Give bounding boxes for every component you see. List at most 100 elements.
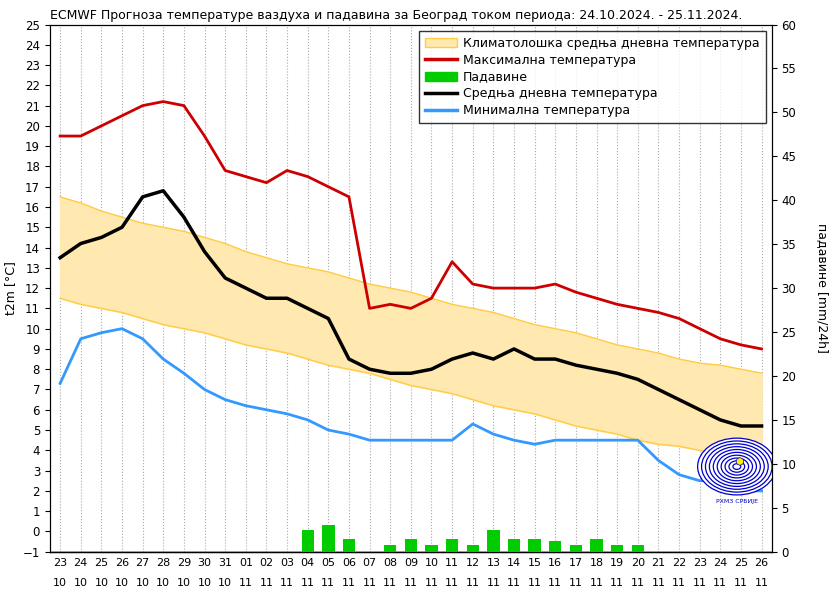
Text: 11: 11 — [424, 578, 438, 588]
Text: 11: 11 — [321, 578, 335, 588]
Text: 26: 26 — [115, 558, 129, 568]
Y-axis label: t2m [°C]: t2m [°C] — [4, 261, 17, 315]
Text: 11: 11 — [260, 578, 273, 588]
Text: 11: 11 — [713, 578, 727, 588]
Text: 11: 11 — [672, 578, 686, 588]
Text: 11: 11 — [631, 578, 645, 588]
Legend: Климатолошка средња дневна температура, Максимална температура, Падавине, Средња: Климатолошка средња дневна температура, … — [419, 31, 765, 123]
Text: 11: 11 — [363, 578, 377, 588]
Bar — [549, 541, 561, 552]
Ellipse shape — [729, 461, 745, 472]
Text: 10: 10 — [115, 578, 129, 588]
Text: 10: 10 — [198, 578, 212, 588]
Text: 11: 11 — [280, 578, 294, 588]
Bar — [590, 539, 603, 552]
Text: 11: 11 — [404, 578, 417, 588]
Text: 23: 23 — [692, 558, 707, 568]
Text: 09: 09 — [403, 558, 418, 568]
Bar — [384, 545, 397, 552]
Text: 10: 10 — [177, 578, 191, 588]
Y-axis label: падавине [mm/24h]: падавине [mm/24h] — [816, 223, 829, 353]
Text: 11: 11 — [652, 578, 666, 588]
Text: 11: 11 — [754, 578, 769, 588]
Text: 27: 27 — [135, 558, 149, 568]
Text: 10: 10 — [424, 558, 438, 568]
Text: 11: 11 — [549, 578, 562, 588]
Text: 11: 11 — [610, 578, 624, 588]
Text: 18: 18 — [589, 558, 603, 568]
Text: 26: 26 — [754, 558, 769, 568]
Text: 04: 04 — [300, 558, 315, 568]
Text: 11: 11 — [486, 578, 500, 588]
Text: 10: 10 — [74, 578, 88, 588]
Text: 11: 11 — [693, 578, 706, 588]
Text: 17: 17 — [569, 558, 583, 568]
Text: 11: 11 — [589, 578, 603, 588]
Text: 10: 10 — [53, 578, 67, 588]
Ellipse shape — [733, 463, 740, 470]
Text: 12: 12 — [466, 558, 480, 568]
Text: 10: 10 — [135, 578, 149, 588]
Text: 16: 16 — [549, 558, 562, 568]
Text: 11: 11 — [342, 578, 356, 588]
Text: 11: 11 — [445, 578, 459, 588]
Circle shape — [736, 458, 744, 465]
Text: 02: 02 — [259, 558, 274, 568]
Text: 07: 07 — [363, 558, 377, 568]
Text: 21: 21 — [652, 558, 666, 568]
Ellipse shape — [713, 449, 760, 484]
Text: 11: 11 — [445, 558, 459, 568]
Text: 22: 22 — [672, 558, 686, 568]
Bar — [632, 545, 644, 552]
Text: 25: 25 — [734, 558, 748, 568]
Bar — [301, 530, 314, 552]
Text: 24: 24 — [713, 558, 727, 568]
Text: 11: 11 — [383, 578, 398, 588]
Ellipse shape — [725, 458, 749, 475]
Text: 05: 05 — [321, 558, 335, 568]
Text: 20: 20 — [631, 558, 645, 568]
Bar — [529, 539, 541, 552]
Bar — [425, 545, 437, 552]
Text: 28: 28 — [156, 558, 170, 568]
Bar — [508, 539, 520, 552]
Ellipse shape — [706, 444, 769, 489]
Text: 15: 15 — [528, 558, 542, 568]
Text: 25: 25 — [95, 558, 109, 568]
Text: 14: 14 — [507, 558, 521, 568]
Text: 30: 30 — [198, 558, 212, 568]
Text: 01: 01 — [239, 558, 253, 568]
Bar — [343, 539, 355, 552]
Bar — [446, 539, 458, 552]
Text: 29: 29 — [177, 558, 191, 568]
Text: 11: 11 — [507, 578, 521, 588]
Text: 10: 10 — [95, 578, 109, 588]
Ellipse shape — [710, 447, 764, 486]
Bar — [569, 545, 582, 552]
Text: 10: 10 — [156, 578, 170, 588]
Text: 03: 03 — [280, 558, 294, 568]
Bar — [611, 545, 623, 552]
Bar — [322, 525, 334, 552]
Text: 11: 11 — [528, 578, 542, 588]
Bar — [487, 530, 500, 552]
Ellipse shape — [721, 455, 753, 478]
Text: 11: 11 — [239, 578, 253, 588]
Text: 24: 24 — [74, 558, 88, 568]
Text: 11: 11 — [466, 578, 480, 588]
Text: 11: 11 — [734, 578, 748, 588]
Bar — [405, 539, 417, 552]
Text: 11: 11 — [300, 578, 315, 588]
Text: 06: 06 — [342, 558, 356, 568]
Text: 11: 11 — [569, 578, 583, 588]
Text: 13: 13 — [486, 558, 500, 568]
Ellipse shape — [717, 452, 756, 481]
Bar — [466, 545, 479, 552]
Text: 19: 19 — [610, 558, 624, 568]
Text: 10: 10 — [218, 578, 232, 588]
Text: ECMWF Прогноза температуре ваздуха и падавина за Београд током периода: 24.10.20: ECMWF Прогноза температуре ваздуха и пад… — [50, 9, 742, 22]
Text: 08: 08 — [383, 558, 398, 568]
Ellipse shape — [701, 441, 772, 492]
Text: РХМЗ СРБИЈЕ: РХМЗ СРБИЈЕ — [715, 499, 758, 504]
Text: 31: 31 — [218, 558, 232, 568]
